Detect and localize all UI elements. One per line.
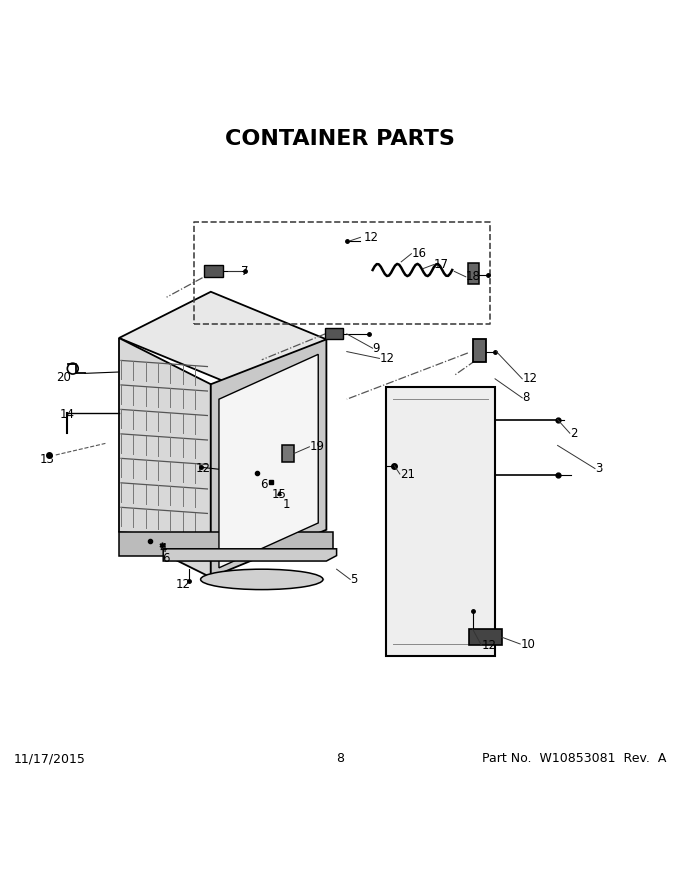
Text: 12: 12 <box>196 462 211 475</box>
Text: 19: 19 <box>309 440 324 453</box>
Text: 2: 2 <box>570 427 577 440</box>
Text: 20: 20 <box>56 371 71 384</box>
Ellipse shape <box>201 569 323 590</box>
Text: 6: 6 <box>162 553 169 566</box>
Text: 5: 5 <box>350 573 358 586</box>
Text: 14: 14 <box>60 407 75 421</box>
Text: 18: 18 <box>466 270 481 283</box>
Polygon shape <box>282 445 294 462</box>
Text: 9: 9 <box>373 341 380 355</box>
Text: 13: 13 <box>39 452 54 466</box>
Polygon shape <box>468 263 479 283</box>
Text: 12: 12 <box>379 352 394 365</box>
Text: 16: 16 <box>411 247 426 260</box>
Text: 12: 12 <box>364 231 379 244</box>
Text: 6: 6 <box>260 478 267 491</box>
Polygon shape <box>469 629 502 645</box>
Text: 17: 17 <box>434 258 449 271</box>
Polygon shape <box>386 387 495 656</box>
Polygon shape <box>163 549 337 561</box>
Polygon shape <box>119 532 333 555</box>
Text: 12: 12 <box>522 372 537 385</box>
Text: 7: 7 <box>241 265 249 278</box>
Text: 12: 12 <box>481 639 496 652</box>
Text: 12: 12 <box>175 577 190 590</box>
Text: 8: 8 <box>522 392 530 404</box>
Text: 21: 21 <box>400 467 415 480</box>
Polygon shape <box>119 338 211 577</box>
Polygon shape <box>119 292 326 385</box>
Text: 3: 3 <box>595 462 602 475</box>
Text: 1: 1 <box>282 498 290 511</box>
Text: 4: 4 <box>160 542 167 555</box>
Text: 11/17/2015: 11/17/2015 <box>14 752 86 765</box>
Text: 10: 10 <box>520 637 535 650</box>
Polygon shape <box>219 355 318 568</box>
Polygon shape <box>473 340 486 362</box>
Polygon shape <box>325 327 343 340</box>
Polygon shape <box>211 340 326 577</box>
Text: 15: 15 <box>272 488 287 501</box>
Text: CONTAINER PARTS: CONTAINER PARTS <box>225 128 455 149</box>
Text: Part No.  W10853081  Rev.  A: Part No. W10853081 Rev. A <box>482 752 666 765</box>
Text: 8: 8 <box>336 752 344 765</box>
Polygon shape <box>204 265 223 277</box>
